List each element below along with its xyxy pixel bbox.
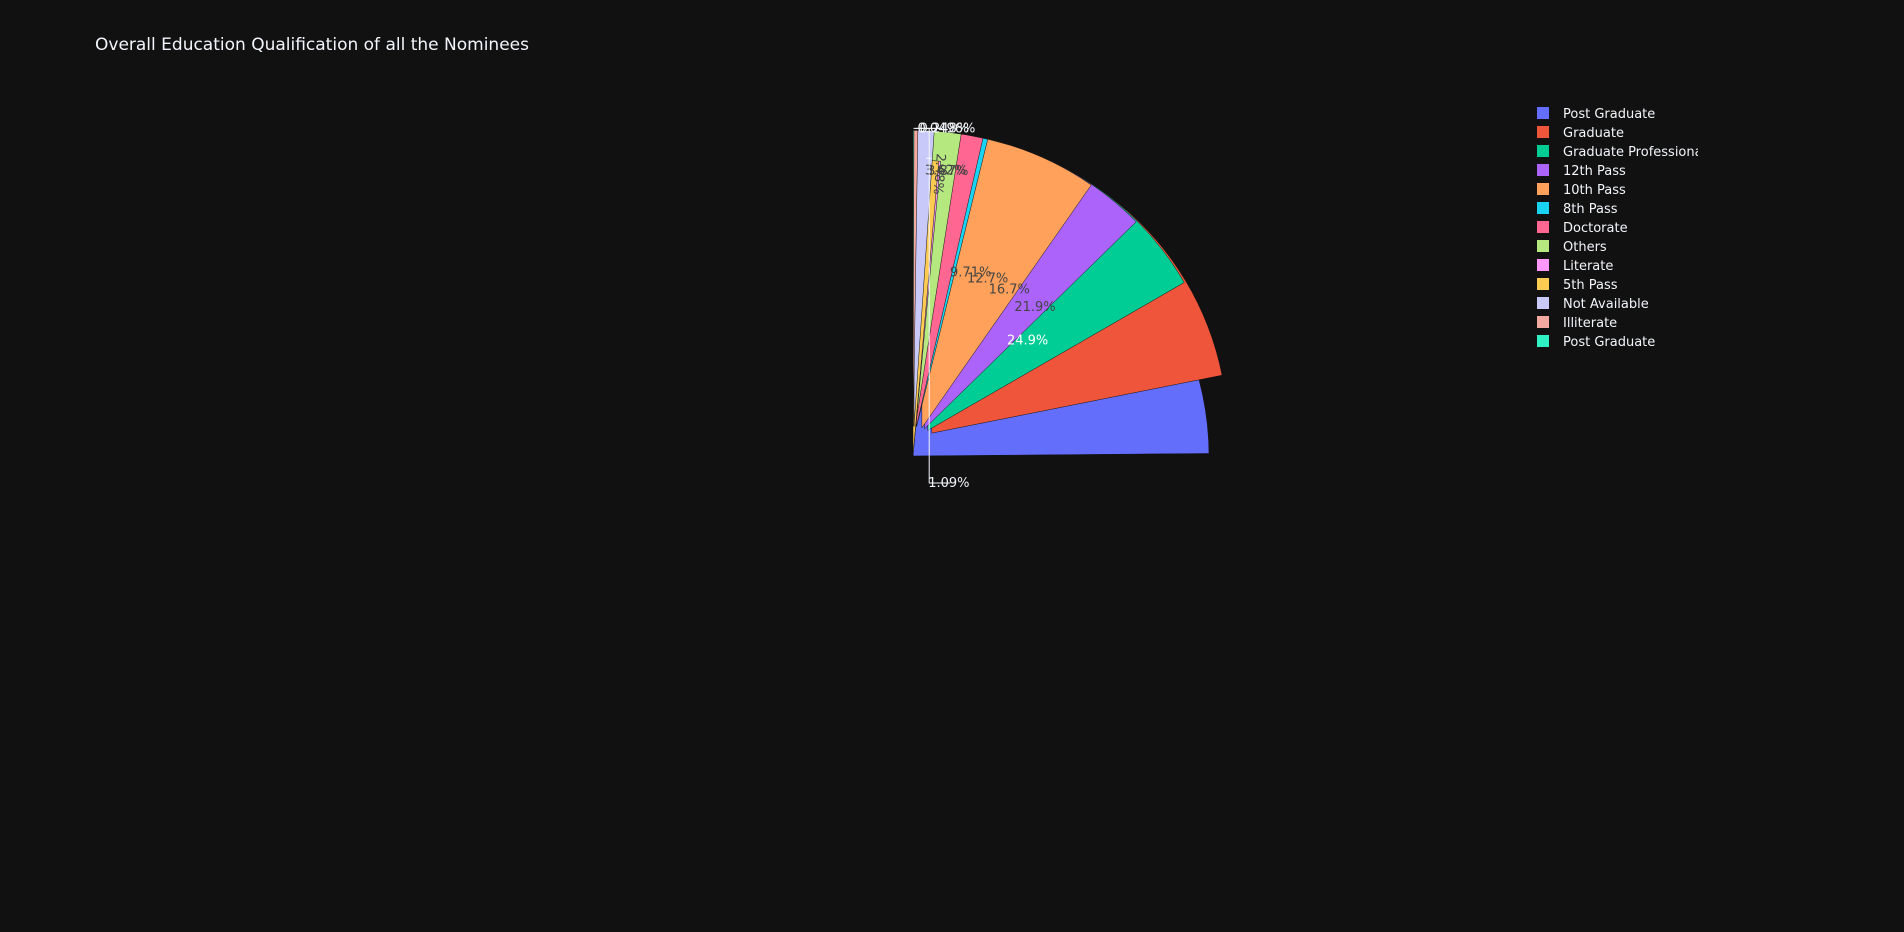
slice-label-doctorate-6: 3.62%: [925, 164, 966, 179]
chart-title: Overall Education Qualification of all t…: [95, 35, 529, 55]
legend-label-post-graduate-12[interactable]: Post Graduate: [1563, 335, 1655, 350]
slice-labels: 24.9% 21.9% 16.7%12.7%9.71% 3.87%3.62%2.48%…: [913, 0, 1056, 491]
legend-label-illiterate-11[interactable]: Illiterate: [1563, 316, 1617, 331]
legend: Post Graduate Graduate Graduate Profession…: [1537, 107, 1706, 350]
legend-label-10th-pass-4[interactable]: 10th Pass: [1563, 183, 1626, 198]
legend-swatch-post-graduate-0[interactable]: [1537, 107, 1549, 119]
slice-label-illiterate-11: 0.248%: [920, 121, 970, 136]
slice-label-graduate-professional-2: 16.7%: [989, 282, 1030, 297]
legend-swatch-12th-pass-3[interactable]: [1537, 164, 1549, 176]
legend-swatch-literate-8[interactable]: [1537, 259, 1549, 271]
legend-swatch-graduate-1[interactable]: [1537, 126, 1549, 138]
legend-swatch-doctorate-6[interactable]: [1537, 221, 1549, 233]
pie-slice-post-graduate-12: [912, 130, 915, 427]
legend-swatch-10th-pass-4[interactable]: [1537, 183, 1549, 195]
legend-label-others-7[interactable]: Others: [1563, 240, 1607, 255]
slice-label-graduate-1: 21.9%: [1014, 300, 1055, 315]
legend-label-graduate-1[interactable]: Graduate: [1563, 126, 1624, 141]
legend-swatch-8th-pass-5[interactable]: [1537, 202, 1549, 214]
pie-slices: [912, 130, 1223, 457]
slice-label-others-7: 2.48%: [930, 153, 948, 195]
legend-swatch-not-available-10[interactable]: [1537, 297, 1549, 309]
slice-label-5th-pass-9: 1.39%: [930, 0, 971, 4]
legend-label-graduate-professional-2[interactable]: Graduate Professional: [1563, 145, 1706, 160]
slice-label-12th-pass-3: 12.7%: [967, 272, 1008, 287]
legend-label-5th-pass-9[interactable]: 5th Pass: [1563, 278, 1618, 293]
legend-swatch-illiterate-11[interactable]: [1537, 316, 1549, 328]
legend-label-8th-pass-5[interactable]: 8th Pass: [1563, 202, 1618, 217]
slice-label-post-graduate-12: 0.0496%: [918, 121, 976, 136]
legend-swatch-post-graduate-12[interactable]: [1537, 335, 1549, 347]
legend-label-doctorate-6[interactable]: Doctorate: [1563, 221, 1628, 236]
slice-label-8th-pass-5: 3.87%: [927, 164, 968, 179]
legend-swatch-others-7[interactable]: [1537, 240, 1549, 252]
legend-label-12th-pass-3[interactable]: 12th Pass: [1563, 164, 1626, 179]
legend-label-not-available-10[interactable]: Not Available: [1563, 297, 1649, 312]
legend-label-literate-8[interactable]: Literate: [1563, 259, 1613, 274]
legend-swatch-graduate-professional-2[interactable]: [1537, 145, 1549, 157]
legend-swatch-5th-pass-9[interactable]: [1537, 278, 1549, 290]
slice-label-post-graduate-0: 24.9%: [1007, 333, 1048, 348]
slice-label-not-available-10: 1.09%: [928, 476, 969, 491]
slice-label-literate-8: 1.49%: [931, 0, 972, 4]
slice-label-10th-pass-4: 9.71%: [950, 265, 991, 280]
legend-label-post-graduate-0[interactable]: Post Graduate: [1563, 107, 1655, 122]
